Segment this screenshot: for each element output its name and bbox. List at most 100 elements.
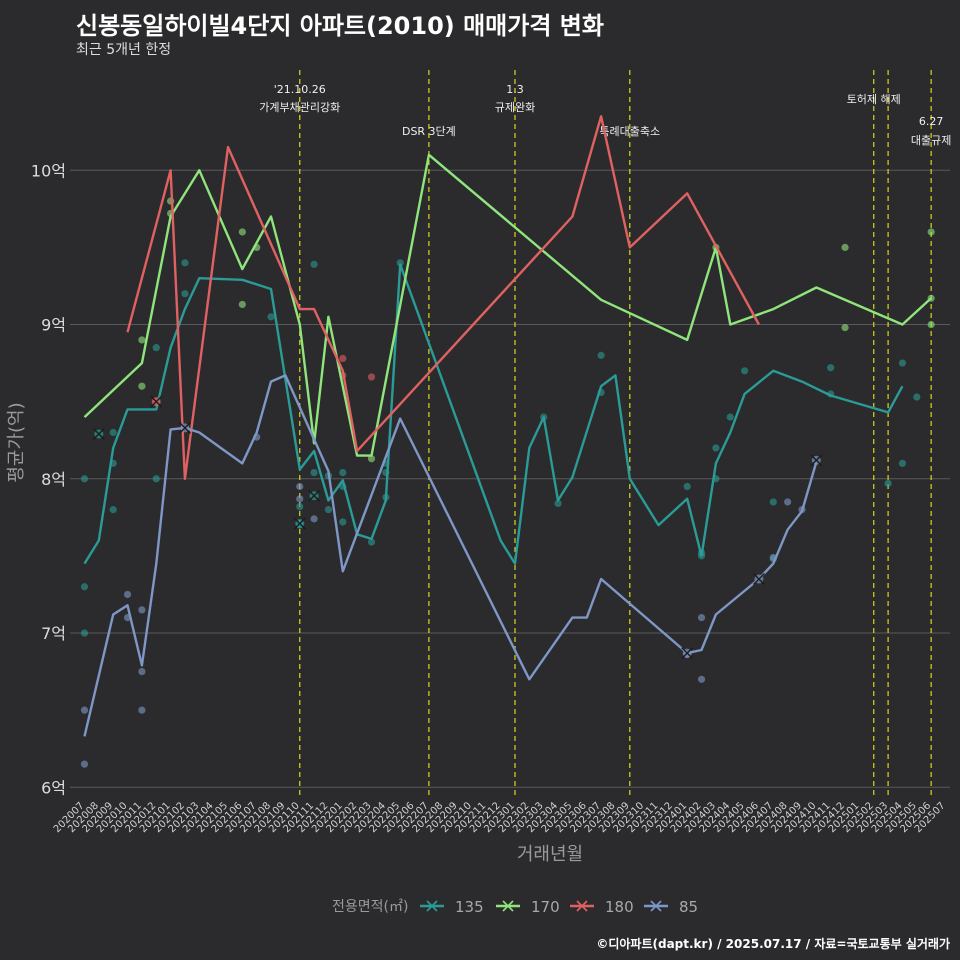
data-point-85: [123, 590, 132, 599]
cross-marker-x: [150, 395, 163, 408]
data-point-135: [181, 290, 189, 298]
data-point-135: [109, 506, 117, 514]
series-line-180: [126, 115, 760, 480]
data-point-135: [181, 259, 189, 267]
event-annotation: '21.10.26: [274, 83, 326, 96]
y-tick-label: 6억: [41, 778, 66, 797]
cross-marker-180: [150, 395, 163, 408]
legend-label: 85: [679, 898, 698, 916]
data-point-85: [784, 498, 792, 506]
cross-marker-85: [752, 573, 765, 586]
data-point-135: [712, 444, 720, 452]
data-point-135: [769, 498, 777, 506]
data-point-170: [927, 320, 935, 329]
data-point-85: [697, 614, 706, 622]
data-point-135: [683, 482, 691, 491]
data-point-135: [884, 479, 892, 488]
data-point-85: [296, 482, 304, 491]
data-point-135: [898, 359, 907, 367]
data-point-135: [267, 313, 275, 321]
legend-item-180: 180: [570, 898, 634, 916]
data-point-180: [339, 354, 347, 363]
data-point-85: [697, 675, 706, 683]
event-annotation: 1.3: [506, 83, 524, 96]
data-point-170: [927, 228, 935, 236]
legend-item-135: 135: [420, 898, 484, 916]
chart-title: 신봉동일하이빌4단지 아파트(2010) 매매가격 변화: [76, 12, 604, 40]
data-point-135: [310, 469, 318, 477]
data-point-85: [138, 606, 146, 614]
data-point-135: [339, 469, 347, 477]
cross-marker-x: [178, 421, 191, 434]
data-point-135: [913, 393, 921, 401]
data-point-135: [80, 629, 89, 637]
data-point-85: [296, 495, 304, 503]
event-annotation: 규제완화: [495, 101, 535, 114]
data-point-85: [80, 760, 89, 768]
data-point-170: [367, 455, 376, 463]
y-tick-label: 7억: [41, 624, 66, 643]
data-point-135: [310, 260, 318, 268]
data-point-170: [841, 243, 849, 251]
cross-marker-135: [308, 489, 321, 502]
data-point-170: [138, 382, 146, 390]
data-point-135: [296, 502, 304, 511]
data-point-85: [310, 515, 318, 523]
data-point-135: [827, 364, 835, 372]
y-tick-label: 8억: [41, 470, 66, 489]
series-line-170: [83, 153, 932, 457]
data-point-170: [238, 300, 246, 309]
legend-label: 170: [531, 898, 560, 916]
cross-marker-85: [810, 454, 823, 467]
cross-marker-85: [178, 421, 191, 434]
data-point-85: [138, 706, 146, 714]
y-tick-label: 9억: [41, 316, 66, 335]
event-annotation: 대출규제: [911, 134, 951, 147]
legend-key-cross: [502, 900, 514, 912]
event-annotation: 토허제 해제: [847, 92, 901, 106]
data-point-135: [152, 475, 160, 483]
data-point-170: [138, 336, 146, 344]
chart-subtitle: 최근 5개년 한정: [76, 42, 172, 58]
legend-item-85: 85: [644, 898, 698, 916]
cross-marker-135: [92, 428, 105, 441]
cross-marker-x: [810, 454, 823, 467]
data-point-135: [339, 518, 347, 526]
data-point-135: [396, 259, 404, 267]
cross-marker-x: [92, 428, 105, 441]
event-annotation: 특례대출축소: [599, 125, 660, 138]
data-point-135: [324, 506, 333, 514]
event-annotation: 6.27: [919, 115, 944, 128]
data-point-135: [554, 499, 562, 508]
cross-marker-85: [681, 647, 694, 660]
data-point-135: [741, 367, 749, 375]
data-point-85: [80, 706, 89, 714]
legend-key-cross: [576, 900, 588, 912]
series-line-85: [83, 374, 818, 737]
data-point-135: [109, 428, 117, 437]
y-axis-title: 평균가(억): [6, 402, 27, 482]
data-point-135: [726, 413, 734, 421]
data-point-135: [80, 475, 89, 483]
source-caption: ©디아파트(dapt.kr) / 2025.07.17 / 자료=국토교통부 실…: [596, 937, 950, 951]
data-point-135: [367, 538, 376, 546]
cross-marker-x: [752, 573, 765, 586]
legend-item-170: 170: [496, 898, 560, 916]
legend-title: 전용면적(㎡): [332, 899, 408, 915]
data-point-170: [841, 324, 849, 332]
legend-key-cross: [426, 900, 438, 912]
x-axis-title: 거래년월: [517, 844, 583, 865]
cross-marker-135: [293, 517, 306, 530]
legend-label: 180: [605, 898, 634, 916]
data-point-135: [152, 344, 160, 352]
event-annotation: 가계부채관리강화: [259, 101, 340, 114]
data-point-85: [138, 667, 146, 676]
data-point-135: [80, 583, 89, 591]
data-point-135: [898, 459, 907, 467]
data-point-135: [597, 351, 605, 359]
event-annotation: DSR 3단계: [402, 125, 456, 138]
data-point-170: [238, 228, 246, 236]
cross-marker-x: [293, 517, 306, 530]
y-tick-label: 10억: [31, 161, 66, 180]
